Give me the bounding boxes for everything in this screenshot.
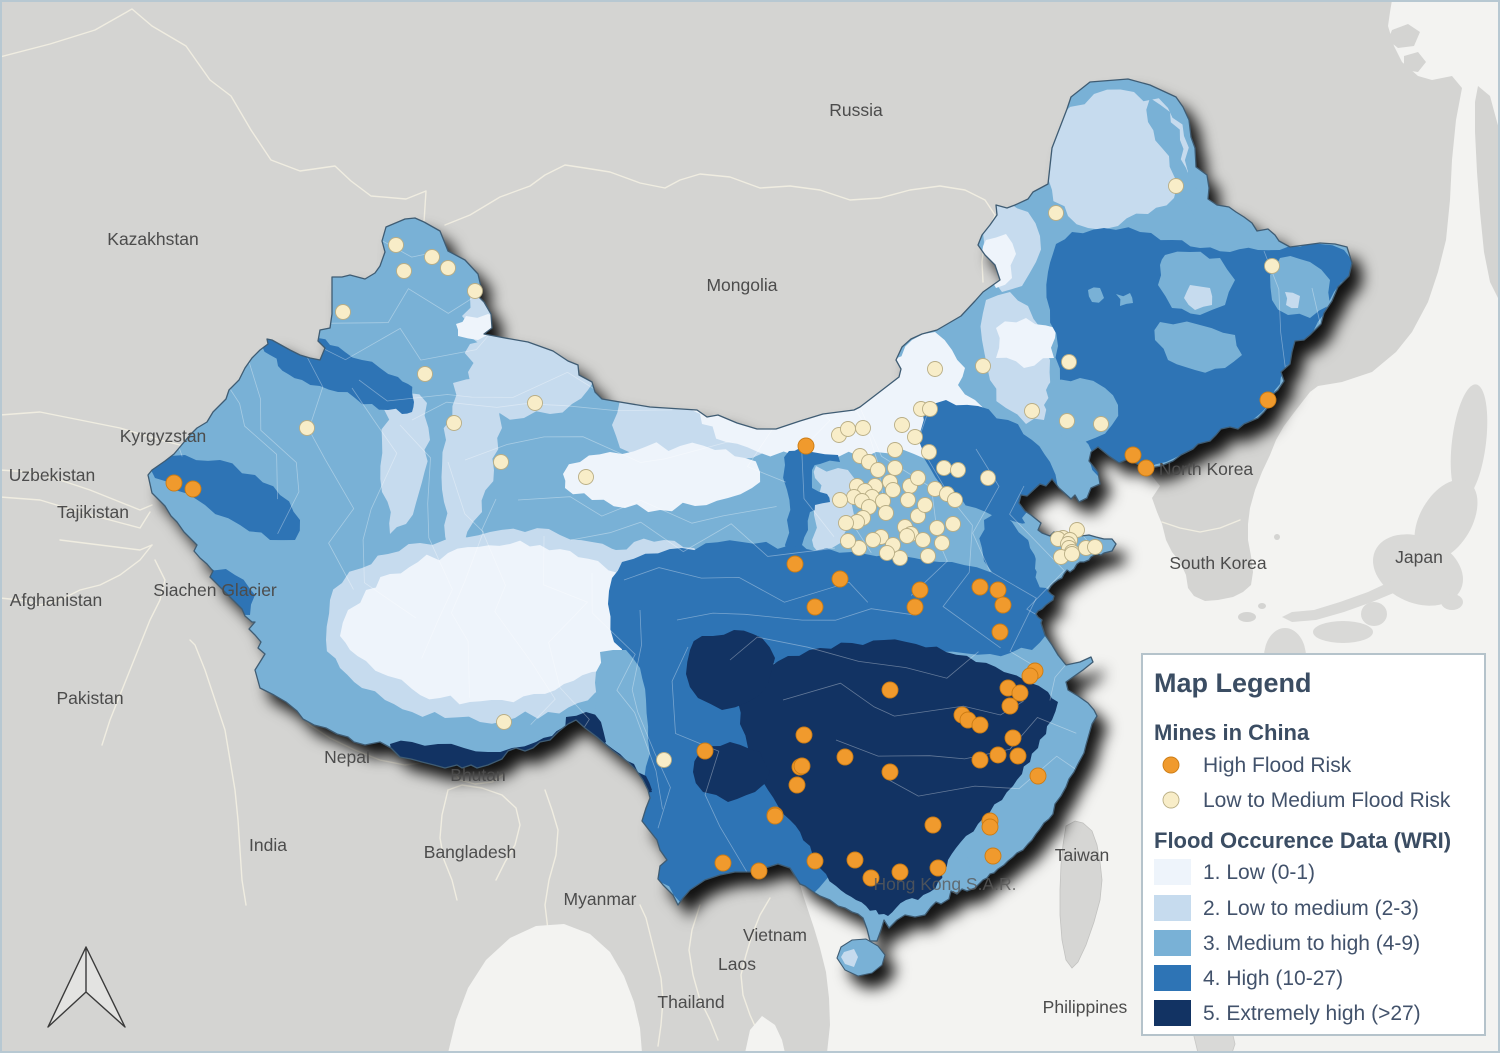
svg-text:Pakistan: Pakistan bbox=[56, 688, 123, 708]
svg-text:Kazakhstan: Kazakhstan bbox=[107, 229, 198, 249]
svg-text:India: India bbox=[249, 835, 287, 855]
svg-text:Bhutan: Bhutan bbox=[450, 765, 505, 785]
svg-text:Russia: Russia bbox=[829, 100, 883, 120]
svg-text:Bangladesh: Bangladesh bbox=[424, 842, 516, 862]
svg-text:5. Extremely high (>27): 5. Extremely high (>27) bbox=[1203, 1002, 1421, 1025]
svg-text:Japan: Japan bbox=[1395, 547, 1443, 567]
svg-text:North Korea: North Korea bbox=[1159, 459, 1254, 479]
svg-text:Siachen Glacier: Siachen Glacier bbox=[153, 580, 277, 600]
svg-text:Mongolia: Mongolia bbox=[706, 275, 777, 295]
svg-text:Nepal: Nepal bbox=[324, 747, 370, 767]
svg-text:Laos: Laos bbox=[718, 954, 756, 974]
svg-text:High Flood Risk: High Flood Risk bbox=[1203, 754, 1352, 777]
svg-text:Vietnam: Vietnam bbox=[743, 925, 807, 945]
svg-text:Map Legend: Map Legend bbox=[1154, 668, 1312, 698]
svg-text:1. Low (0-1): 1. Low (0-1) bbox=[1203, 861, 1315, 884]
svg-text:Flood Occurence Data (WRI): Flood Occurence Data (WRI) bbox=[1154, 828, 1451, 853]
svg-text:Uzbekistan: Uzbekistan bbox=[9, 465, 96, 485]
svg-text:Thailand: Thailand bbox=[657, 992, 724, 1012]
svg-text:Tajikistan: Tajikistan bbox=[57, 502, 129, 522]
svg-text:Hong Kong S.A.R.: Hong Kong S.A.R. bbox=[874, 874, 1017, 894]
svg-text:3. Medium to high (4-9): 3. Medium to high (4-9) bbox=[1203, 932, 1420, 955]
svg-text:Low to Medium Flood Risk: Low to Medium Flood Risk bbox=[1203, 789, 1451, 812]
svg-text:4. High (10-27): 4. High (10-27) bbox=[1203, 967, 1343, 990]
svg-text:Philippines: Philippines bbox=[1043, 997, 1128, 1017]
svg-text:Myanmar: Myanmar bbox=[564, 889, 637, 909]
svg-text:Mines in China: Mines in China bbox=[1154, 720, 1310, 745]
svg-text:Kyrgyzstan: Kyrgyzstan bbox=[120, 426, 207, 446]
svg-text:South Korea: South Korea bbox=[1169, 553, 1267, 573]
svg-text:2. Low to medium (2-3): 2. Low to medium (2-3) bbox=[1203, 897, 1419, 920]
svg-text:Afghanistan: Afghanistan bbox=[10, 590, 102, 610]
svg-text:Taiwan: Taiwan bbox=[1055, 845, 1109, 865]
